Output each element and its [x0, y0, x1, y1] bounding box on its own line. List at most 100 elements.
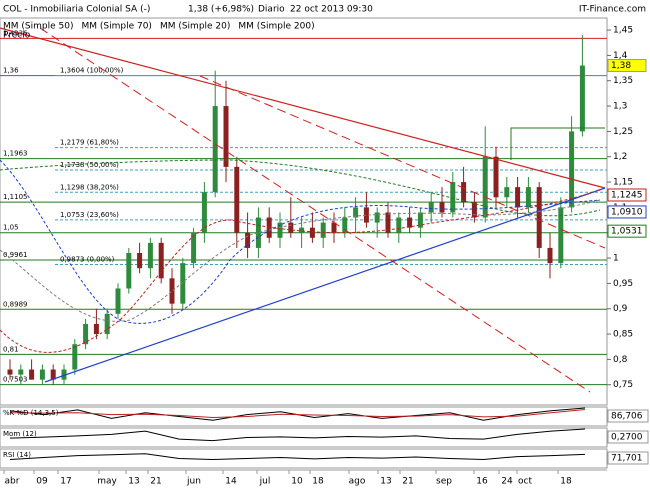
last-value-box	[607, 205, 647, 219]
candle-body	[385, 212, 391, 233]
x-tick-label: 24	[501, 477, 513, 487]
candle-body	[417, 212, 423, 228]
candle-body	[169, 278, 175, 304]
trend-line	[199, 75, 606, 249]
legend-entry: MM (Simple 50)	[3, 22, 73, 32]
panel-frame	[0, 406, 608, 427]
candle-body	[558, 207, 564, 264]
candle-body	[353, 207, 359, 218]
candle-body	[536, 187, 542, 248]
brand: IT-Finance.com	[579, 5, 646, 15]
indicator-value-box	[607, 409, 649, 423]
y-tick-label: 1,2	[613, 152, 627, 162]
candle-body	[309, 227, 315, 238]
candle-body	[277, 222, 283, 238]
candle-body	[245, 232, 251, 248]
plot-frame	[0, 17, 608, 406]
fibonacci-label: 0,9873 (0,00%)	[60, 256, 115, 264]
trend-line	[44, 187, 606, 383]
candle-body	[569, 131, 575, 208]
candle-body	[493, 156, 499, 198]
candle-body	[547, 247, 553, 264]
candle-body	[212, 106, 218, 193]
fibonacci-label: 1,1738 (50,00%)	[60, 161, 119, 169]
level-label: 1,05	[3, 224, 19, 232]
candle-body	[482, 156, 488, 218]
x-tick-label: 16	[476, 477, 488, 487]
candle-body	[115, 288, 121, 314]
candle-body	[266, 217, 272, 238]
x-tick-label: ago	[349, 477, 366, 487]
x-tick-label: 14	[225, 477, 237, 487]
candle-body	[18, 369, 24, 375]
period: Diario	[258, 5, 285, 15]
level-label: 1,1105	[3, 193, 28, 201]
moving-average	[0, 159, 601, 324]
x-tick-label: jun	[186, 477, 201, 487]
candle-body	[180, 263, 186, 304]
y-tick-label: 1	[613, 254, 619, 264]
candle-body	[461, 182, 467, 203]
fibonacci-label: 1,0753 (23,60%)	[60, 211, 119, 219]
x-tick-label: jul	[259, 477, 271, 487]
last-value-box	[607, 59, 647, 73]
y-tick-label: 0,85	[613, 330, 633, 340]
x-tick-label: oct	[518, 477, 532, 487]
indicator-value: 86,706	[611, 412, 643, 422]
y-tick-label: 1,45	[613, 26, 633, 36]
indicator-name: RSI (14)	[3, 451, 31, 459]
x-tick-label: sep	[436, 477, 452, 487]
x-tick-label: 17	[60, 477, 71, 487]
symbol: COL - Inmobiliaria Colonial SA (-)	[3, 5, 150, 15]
x-axis-labels: abr 09 17 may 13 21 jun 14 jul 10 18 ago 13 21 sep 16 24…	[3, 470, 572, 487]
candle-body	[137, 253, 143, 269]
x-tick-label: 13	[380, 477, 391, 487]
candle-body	[7, 369, 13, 375]
candle-body	[83, 323, 89, 345]
candle-body	[61, 369, 67, 380]
x-tick-label: 21	[150, 477, 161, 487]
indicator-panels: %K %D (14,3,5) 86,706 Mom (12) 0,2700 RSI (1…	[0, 406, 649, 469]
candle-body	[331, 222, 337, 233]
y-tick-label: 1,35	[613, 76, 633, 86]
candle-body	[201, 192, 207, 233]
x-tick-label: abr	[5, 477, 20, 487]
moving-average	[0, 199, 601, 322]
fibonacci-label: 1,3604 (100,00%)	[60, 66, 124, 74]
y-tick-label: 0,75	[613, 380, 633, 390]
legend-entry: Precio	[3, 31, 31, 41]
indicator-value: 71,701	[611, 454, 643, 464]
candle-body	[579, 65, 585, 132]
last-value-box	[607, 188, 647, 202]
x-tick-label: 13	[128, 477, 139, 487]
candle-body	[396, 217, 402, 233]
fibonacci-label: 1,2179 (61,80%)	[60, 139, 119, 147]
level-label: 0,8989	[3, 300, 28, 308]
indicator-value-box	[607, 430, 649, 444]
candle-body	[288, 222, 294, 233]
last-value-box	[607, 224, 647, 238]
indicator-line	[9, 408, 586, 418]
candle-body	[515, 187, 521, 208]
candle-body	[407, 217, 413, 228]
candle-body	[374, 212, 380, 223]
last-value-label: 1,0910	[611, 207, 643, 217]
x-tick-label: 09	[36, 477, 48, 487]
x-tick-label: 21	[402, 477, 413, 487]
level-label: 0,7503	[3, 376, 28, 384]
candle-body	[39, 369, 45, 380]
level-label: 1,4336	[3, 29, 28, 37]
plot: 1,451,41,351,31,251,21,151,11,0510,950,9…	[0, 26, 647, 390]
y-tick-label: 1,4	[613, 51, 628, 61]
candle-body	[29, 369, 35, 380]
candle-body	[223, 106, 229, 167]
last-value-label: 1,1245	[611, 190, 643, 200]
legend-entry: MM (Simple 70)	[81, 22, 151, 32]
candle-body	[104, 313, 110, 335]
candle-body	[450, 182, 456, 213]
x-tick-label: 18	[560, 477, 572, 487]
y-tick-label: 0,9	[613, 304, 628, 314]
